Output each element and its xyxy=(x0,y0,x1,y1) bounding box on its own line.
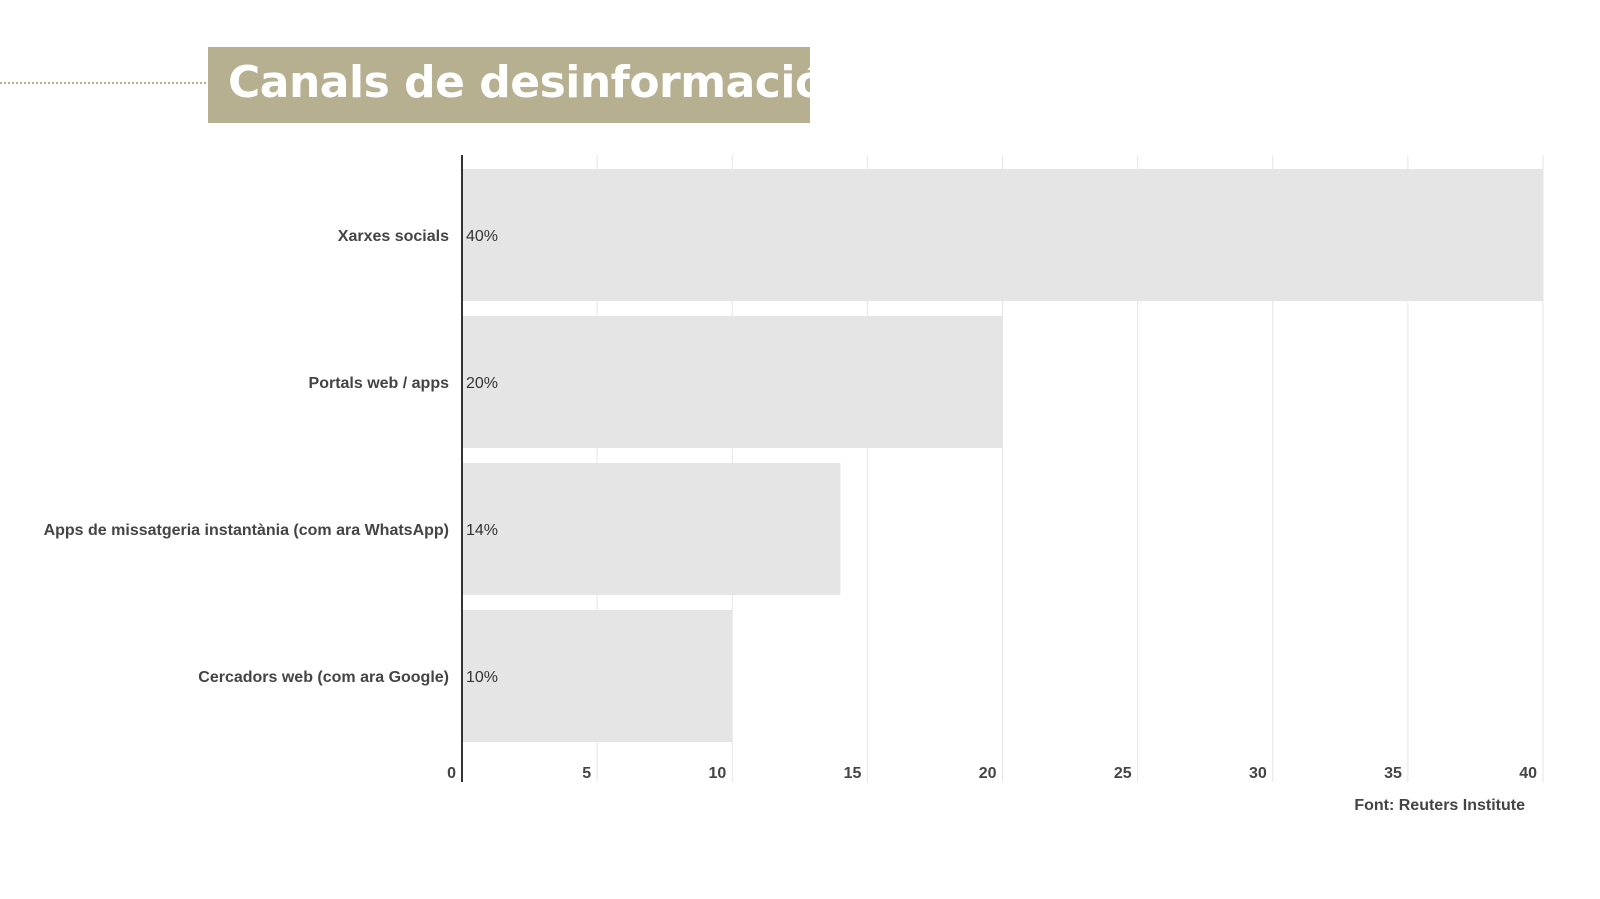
data-label: 14% xyxy=(466,522,498,539)
x-tick-label: 15 xyxy=(844,765,862,782)
data-label: 20% xyxy=(466,375,498,392)
x-tick-label: 30 xyxy=(1249,765,1267,782)
title-dotted-line xyxy=(0,82,206,84)
x-tick-label: 25 xyxy=(1114,765,1132,782)
title-banner: Canals de desinformació xyxy=(208,47,825,123)
bar xyxy=(462,169,1543,301)
category-label: Portals web / apps xyxy=(309,375,450,392)
bar xyxy=(462,610,733,742)
bar xyxy=(462,463,841,595)
data-label: 10% xyxy=(466,669,498,686)
x-tick-label: 40 xyxy=(1519,765,1537,782)
category-label: Apps de missatgeria instantània (com ara… xyxy=(44,522,449,539)
x-tick-label: 10 xyxy=(708,765,726,782)
bar xyxy=(462,316,1003,448)
x-tick-label: 35 xyxy=(1384,765,1402,782)
source-note: Font: Reuters Institute xyxy=(1354,797,1525,814)
category-label: Xarxes socials xyxy=(338,228,449,245)
x-tick-label: 5 xyxy=(582,765,591,782)
x-tick-label: 0 xyxy=(447,765,456,782)
x-tick-label: 20 xyxy=(979,765,997,782)
chart-title: Canals de desinformació xyxy=(228,57,825,108)
data-label: 40% xyxy=(466,228,498,245)
category-label: Cercadors web (com ara Google) xyxy=(198,669,449,686)
